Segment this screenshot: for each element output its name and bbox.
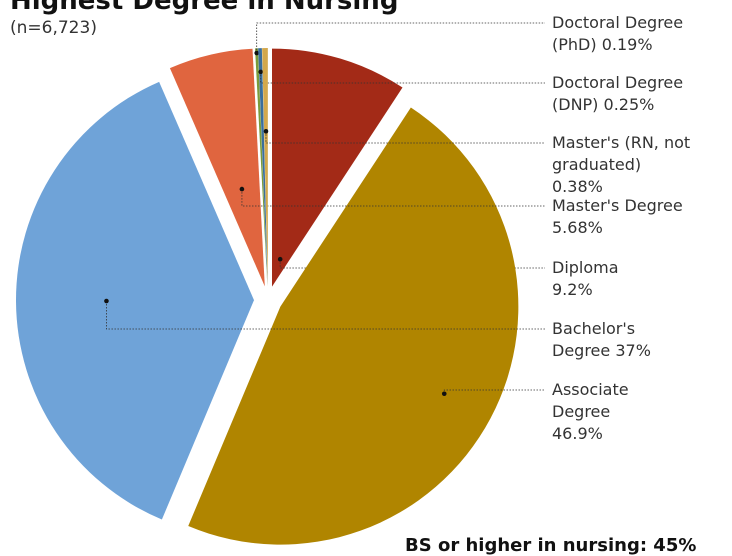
category-name: Master's (RN, not graduated): [552, 133, 691, 174]
value-label: 46.9%: [552, 424, 603, 443]
pie-slice: [255, 48, 268, 287]
pie-slice: [262, 48, 268, 287]
value-label: 0.19%: [601, 35, 653, 54]
category-name: Associate Degree: [552, 380, 629, 421]
legend-label: Doctoral Degree (PhD) 0.19%: [552, 12, 694, 56]
leader-line: [106, 301, 545, 330]
leader-dot: [277, 256, 283, 262]
leader-dot: [254, 50, 259, 56]
leader-dot: [104, 298, 109, 304]
pie-slice: [272, 48, 403, 287]
pie-slice: [169, 48, 265, 287]
legend-label: Diploma 9.2%: [552, 257, 632, 301]
legend-label: Master's Degree 5.68%: [552, 195, 694, 239]
value-label: 0.38%: [552, 177, 603, 196]
chart-title: Highest Degree in Nursing: [10, 0, 399, 16]
value-label: 5.68%: [552, 218, 603, 237]
leader-dot: [441, 391, 447, 397]
legend-label: Associate Degree 46.9%: [552, 379, 664, 445]
legend-label: Doctoral Degree (DNP) 0.25%: [552, 72, 694, 116]
leader-line: [256, 22, 545, 54]
chart-subtitle: (n=6,723): [10, 18, 97, 38]
leader-dot: [263, 129, 269, 134]
leader-line: [260, 71, 545, 84]
leader-line: [265, 131, 545, 144]
legend-label: Master's (RN, not graduated) 0.38%: [552, 132, 694, 198]
category-name: Bachelor's Degree: [552, 319, 636, 360]
pie-slice: [188, 107, 519, 545]
value-label: 37%: [615, 341, 651, 360]
leader-dot: [258, 69, 264, 75]
category-name: Doctoral Degree (PhD): [552, 13, 684, 54]
pie-slice: [258, 48, 268, 287]
category-name: Doctoral Degree (DNP): [552, 73, 684, 114]
value-label: 9.2%: [552, 280, 593, 299]
category-name: Diploma: [552, 258, 619, 277]
value-label: 0.25%: [603, 95, 655, 114]
leader-dot: [239, 186, 245, 192]
pie-slice: [16, 81, 255, 520]
annotation: BS or higher in nursing: 45%: [405, 535, 697, 556]
category-name: Master's Degree: [552, 196, 683, 215]
legend-label: Bachelor's Degree 37%: [552, 318, 664, 362]
